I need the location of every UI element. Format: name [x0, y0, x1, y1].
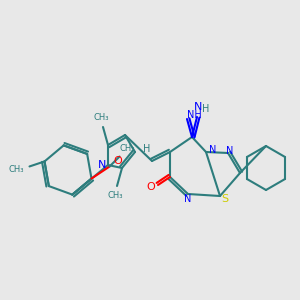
- Text: CH₃: CH₃: [9, 165, 24, 174]
- Text: S: S: [221, 194, 229, 204]
- Text: CH₃: CH₃: [93, 112, 109, 122]
- Text: N: N: [226, 146, 234, 156]
- Text: O: O: [147, 182, 155, 192]
- Text: N: N: [98, 160, 106, 170]
- Text: CH₃: CH₃: [107, 191, 123, 200]
- Text: N: N: [209, 145, 216, 155]
- Text: N: N: [184, 194, 192, 204]
- Text: CH₃: CH₃: [120, 144, 135, 153]
- Text: H: H: [202, 104, 210, 114]
- Text: H: H: [143, 144, 151, 154]
- Text: O: O: [113, 156, 122, 166]
- Text: NH: NH: [187, 110, 201, 120]
- Text: N: N: [194, 102, 202, 112]
